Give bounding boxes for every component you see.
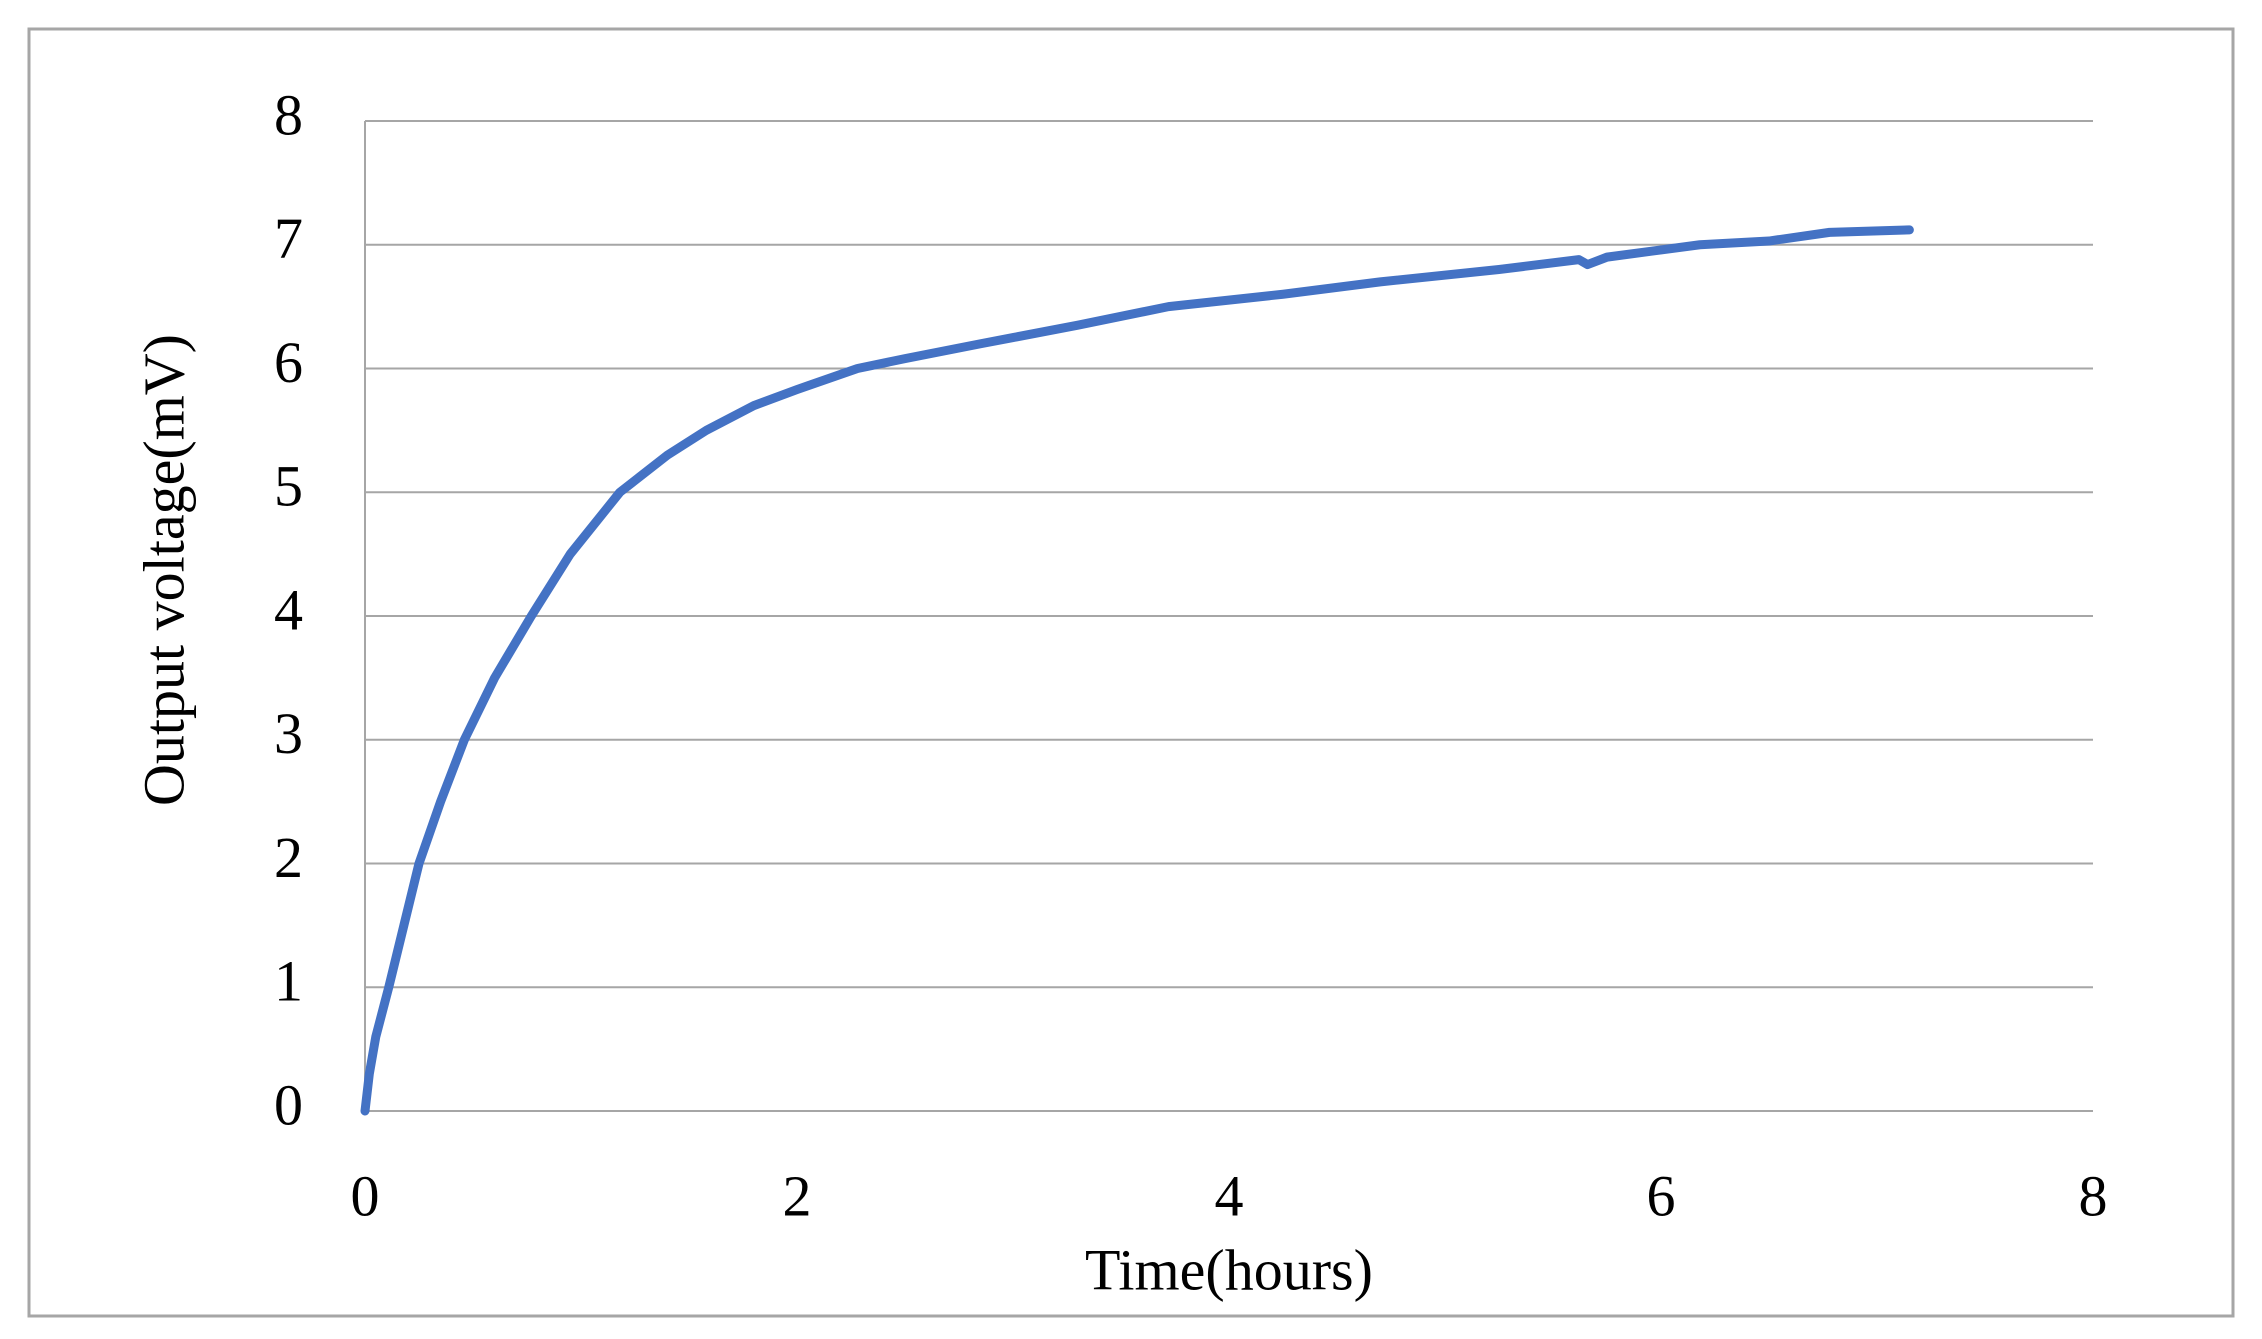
data-line: [360, 225, 1914, 1116]
y-tick-label: 7: [274, 206, 303, 271]
x-tick-label: 8: [2079, 1163, 2108, 1228]
x-tick-label: 2: [783, 1163, 812, 1228]
y-tick-label: 4: [274, 577, 303, 642]
y-tick-label: 0: [274, 1072, 303, 1137]
y-tick-label: 5: [274, 454, 303, 519]
x-axis-title: Time(hours): [1085, 1237, 1373, 1302]
x-tick-label: 0: [351, 1163, 380, 1228]
x-tick-label: 4: [1215, 1163, 1244, 1228]
y-tick-label: 2: [274, 825, 303, 890]
y-axis-title: Output voltage(mV): [131, 334, 196, 806]
y-tick-label: 6: [274, 330, 303, 395]
y-tick-label: 1: [274, 949, 303, 1014]
x-tick-label: 6: [1647, 1163, 1676, 1228]
y-tick-label: 8: [274, 82, 303, 147]
chart-frame: [27, 27, 2235, 1318]
y-tick-label: 3: [274, 701, 303, 766]
